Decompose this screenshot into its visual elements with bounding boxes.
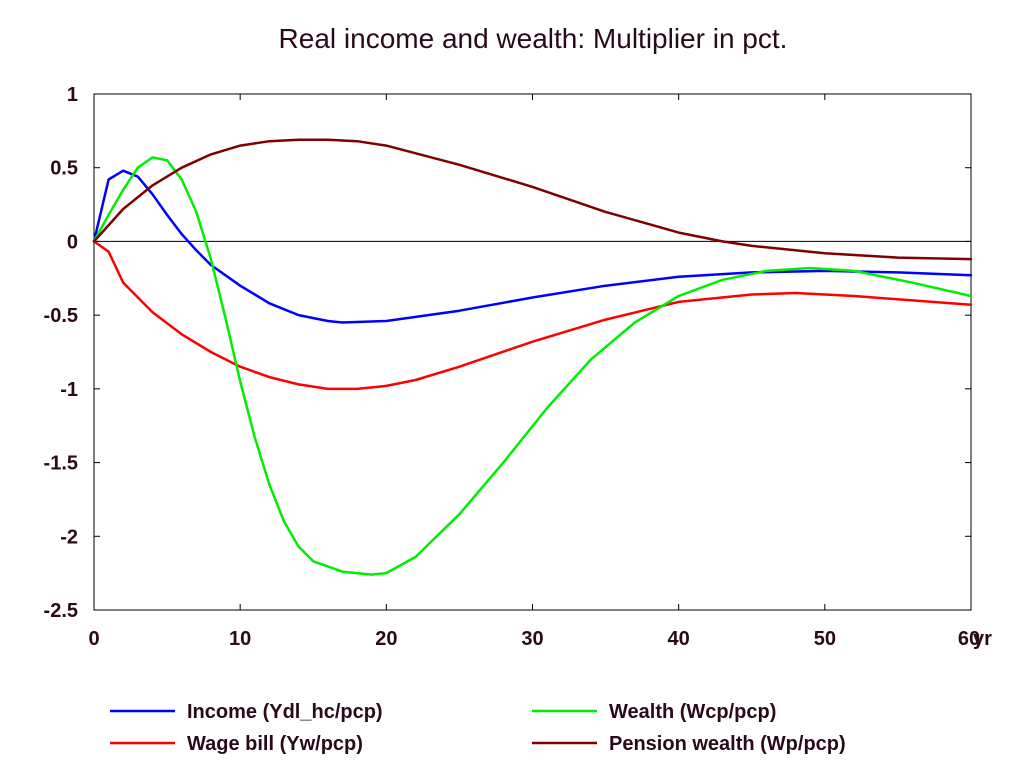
y-tick-label: -2.5: [44, 600, 78, 622]
series-lines: [92, 138, 973, 576]
x-tick-label: 20: [375, 628, 397, 650]
legend: Income (Ydl_hc/pcp) Wealth (Wcp/pcp) Wage …: [110, 701, 846, 755]
x-tick-label: 10: [229, 628, 251, 650]
y-tick-label: -1: [60, 379, 78, 401]
series-line-1: [92, 240, 973, 391]
chart-title: Real income and wealth: Multiplier in pc…: [279, 23, 788, 54]
y-tick-label: -2: [60, 526, 78, 548]
y-tick-label: -0.5: [44, 305, 78, 327]
series-line-2: [92, 156, 973, 576]
y-tick-label: 1: [67, 84, 78, 106]
x-tick-label: 50: [814, 628, 836, 650]
legend-label: Wage bill (Yw/pcp): [187, 733, 363, 755]
x-tick-label: 40: [668, 628, 690, 650]
plot-frame: [93, 93, 972, 611]
legend-label: Income (Ydl_hc/pcp): [187, 701, 383, 723]
y-tick-label: -1.5: [44, 453, 78, 475]
y-tick-label: 0.5: [50, 158, 78, 180]
legend-label: Pension wealth (Wp/pcp): [609, 733, 846, 755]
x-tick-label: 0: [88, 628, 99, 650]
legend-label: Wealth (Wcp/pcp): [609, 701, 776, 723]
y-tick-label: 0: [67, 231, 78, 253]
series-line-3: [92, 138, 973, 261]
x-axis-unit-label: yr: [973, 628, 992, 650]
x-tick-label: 60: [958, 628, 980, 650]
x-tick-label: 30: [521, 628, 543, 650]
series-line-0: [92, 169, 973, 324]
